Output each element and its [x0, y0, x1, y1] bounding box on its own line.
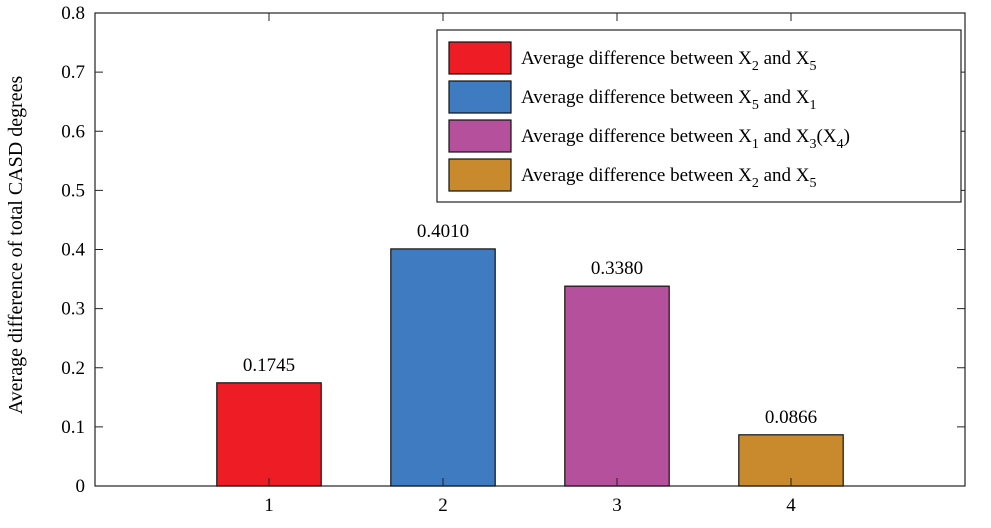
x-tick-label: 4	[786, 495, 796, 516]
y-tick-label: 0.7	[61, 62, 85, 83]
legend-entry: Average difference between X2 and X5	[521, 165, 817, 191]
y-tick-label: 0.8	[61, 3, 85, 24]
x-tick-label: 1	[264, 495, 274, 516]
legend-swatch	[448, 41, 512, 75]
x-tick-label: 3	[612, 495, 622, 516]
bar	[564, 285, 670, 487]
y-tick-label: 0.1	[61, 417, 85, 438]
legend-entry: Average difference between X5 and X1	[521, 87, 817, 113]
bar	[216, 382, 322, 487]
bar	[738, 434, 844, 487]
y-tick-label: 0.6	[61, 121, 85, 142]
legend-swatch	[448, 80, 512, 114]
x-tick-label: 2	[438, 495, 448, 516]
data-label: 0.1745	[243, 355, 295, 376]
y-tick-label: 0	[76, 476, 86, 497]
legend-box	[436, 29, 962, 203]
legend-swatch	[448, 119, 512, 153]
legend-entry: Average difference between X1 and X3(X4)	[521, 126, 850, 152]
data-label: 0.3380	[591, 258, 643, 279]
y-tick-label: 0.4	[61, 240, 85, 261]
y-tick-label: 0.2	[61, 358, 85, 379]
y-tick-label: 0.3	[61, 299, 85, 320]
data-label: 0.4010	[417, 221, 469, 242]
y-tick-label: 0.5	[61, 180, 85, 201]
y-axis-label: Average difference of total CASD degrees	[5, 76, 27, 415]
legend-swatch	[448, 158, 512, 192]
data-label: 0.0866	[765, 407, 817, 428]
legend-entry: Average difference between X2 and X5	[521, 48, 817, 74]
bar	[390, 248, 496, 487]
